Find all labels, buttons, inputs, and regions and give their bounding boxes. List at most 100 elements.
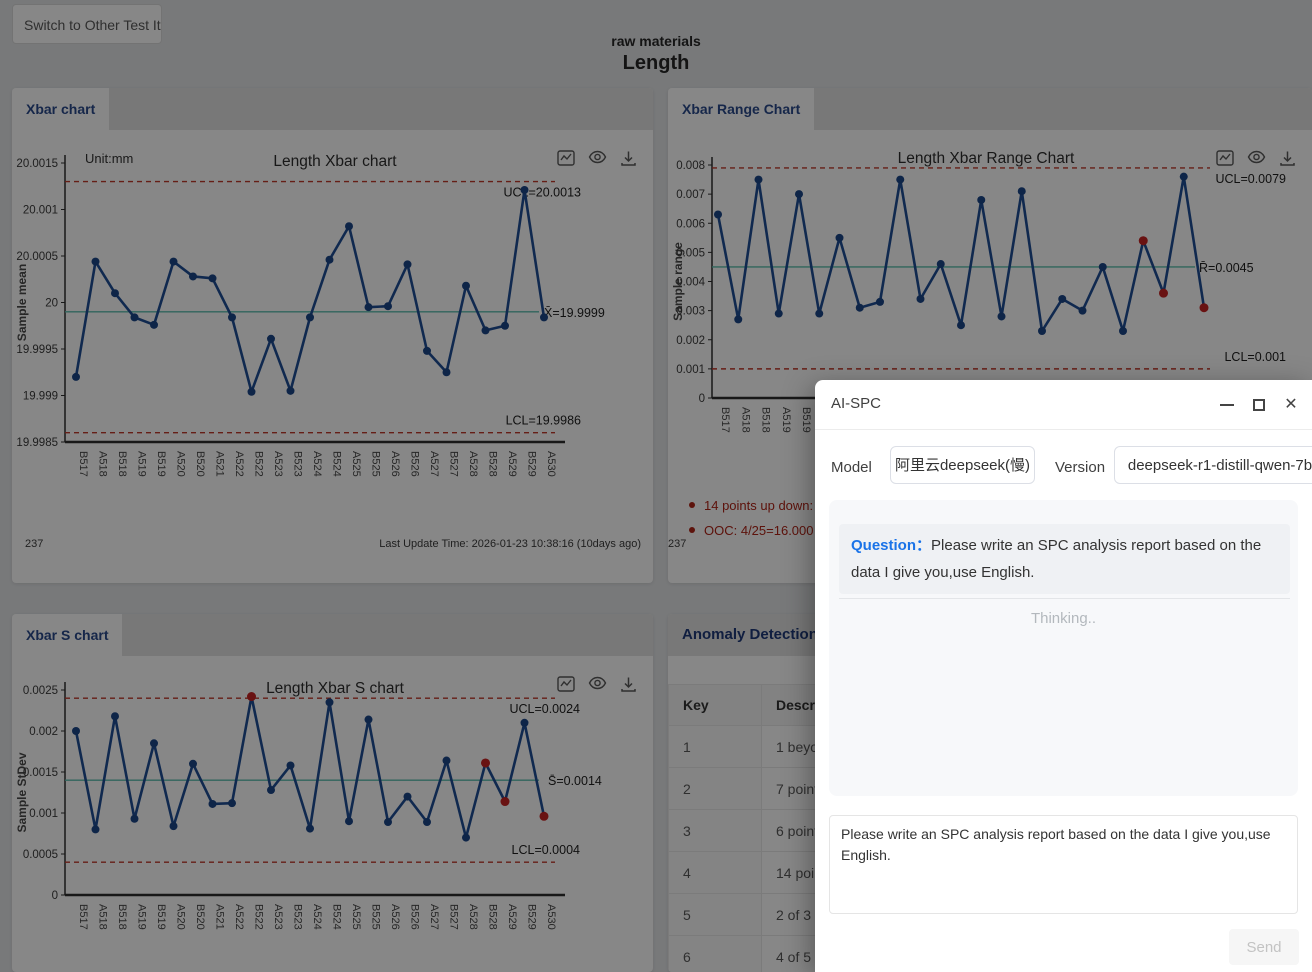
x-tick-label: A528: [467, 904, 479, 930]
data-point: [228, 313, 236, 322]
x-tick-label: A518: [97, 451, 109, 477]
question-text: Please write an SPC analysis report base…: [851, 537, 1262, 581]
y-tick-label: 19.999: [23, 391, 58, 403]
y-tick-label: 0.008: [676, 160, 705, 172]
xbar-tabbar: Xbar chart: [12, 88, 653, 130]
x-tick-label: A518: [739, 407, 751, 433]
y-tick-label: 0: [699, 393, 705, 405]
sample-count: 237: [668, 538, 687, 550]
x-tick-label: B522: [253, 451, 265, 477]
x-tick-label: A521: [214, 451, 226, 477]
data-point: [325, 698, 334, 707]
data-point: [384, 302, 392, 311]
switch-test-item-button[interactable]: Switch to Other Test Ite: [12, 4, 162, 44]
data-point: [130, 313, 139, 322]
column-header-key: Key: [668, 684, 762, 726]
out-of-control-point: [1159, 288, 1168, 298]
y-tick-label: 0.0015: [23, 767, 58, 779]
x-tick-label: A522: [233, 904, 245, 930]
x-tick-label: A523: [272, 904, 284, 930]
eye-icon[interactable]: [1247, 150, 1266, 172]
data-point: [345, 817, 353, 826]
download-icon[interactable]: [620, 150, 637, 172]
prompt-input-wrap: Please write an SPC analysis report base…: [829, 815, 1298, 914]
data-point: [364, 715, 373, 724]
data-point: [208, 274, 217, 283]
window-controls: ✕: [1219, 380, 1299, 429]
data-point: [1017, 187, 1026, 196]
data-point: [423, 346, 431, 355]
data-point: [286, 386, 295, 395]
x-tick-label: A519: [136, 451, 148, 477]
data-point: [91, 257, 100, 266]
version-label: Version: [1055, 459, 1106, 476]
data-point: [462, 281, 470, 290]
x-tick-label: B518: [116, 451, 128, 477]
data-point: [150, 320, 158, 329]
download-icon[interactable]: [1279, 150, 1296, 172]
anomaly-key-cell: 6: [668, 935, 762, 972]
data-point: [91, 825, 100, 834]
y-tick-label: 0.003: [676, 306, 705, 318]
ucl-label: UCL=0.0024: [509, 702, 580, 716]
range-footer: 237: [668, 538, 1300, 550]
x-tick-label: A527: [428, 904, 440, 930]
ooc-alerts: 14 points up down: OOC: 4/25=16.000: [689, 498, 814, 548]
y-tick-label: 19.9985: [16, 437, 58, 449]
x-tick-label: A521: [214, 904, 226, 930]
chart-title: Length Xbar S chart: [266, 680, 405, 697]
send-button[interactable]: Send: [1229, 929, 1299, 965]
data-point: [481, 326, 490, 335]
xbar-chart: Length Xbar chart Unit:mm Sample mean 19.99…: [15, 151, 605, 477]
x-tick-label: B523: [292, 904, 304, 930]
eye-icon[interactable]: [588, 150, 607, 172]
x-tick-label: B517: [719, 407, 731, 433]
model-select[interactable]: 阿里云deepseek(慢): [890, 446, 1035, 484]
x-tick-label: B517: [77, 904, 89, 930]
out-of-control-point: [1199, 303, 1209, 313]
unit-label: Unit:mm: [85, 151, 133, 166]
data-point: [364, 303, 373, 312]
data-point: [835, 233, 844, 242]
data-point: [714, 210, 722, 219]
minimize-icon[interactable]: [1219, 397, 1235, 413]
download-icon[interactable]: [620, 676, 637, 698]
x-tick-label: A520: [175, 904, 187, 930]
tab-xbar-chart[interactable]: Xbar chart: [12, 88, 110, 130]
data-point: [169, 822, 178, 831]
y-tick-label: 20.0005: [16, 251, 58, 263]
anomaly-key-cell: 2: [668, 767, 762, 810]
tab-xbar-s-chart[interactable]: Xbar S chart: [12, 614, 123, 656]
x-tick-label: A530: [545, 904, 557, 930]
x-tick-label: B527: [448, 451, 460, 477]
line-chart-icon[interactable]: [557, 676, 575, 698]
data-point: [1179, 172, 1188, 181]
data-point: [247, 387, 256, 396]
x-tick-label: B527: [448, 904, 460, 930]
y-tick-label: 0.007: [676, 189, 705, 201]
tab-xbar-range-chart[interactable]: Xbar Range Chart: [668, 88, 815, 130]
prompt-input[interactable]: Please write an SPC analysis report base…: [829, 815, 1298, 914]
data-point: [520, 718, 529, 727]
lcl-label: LCL=19.9986: [506, 414, 581, 428]
eye-icon[interactable]: [588, 676, 607, 698]
x-tick-label: B518: [760, 407, 772, 433]
data-point: [936, 260, 945, 269]
line-chart-icon[interactable]: [1216, 150, 1234, 172]
maximize-icon[interactable]: [1251, 397, 1267, 413]
close-icon[interactable]: ✕: [1284, 395, 1298, 413]
x-tick-label: A525: [350, 451, 362, 477]
x-tick-label: B522: [253, 904, 265, 930]
data-point: [876, 297, 884, 306]
x-tick-label: B519: [155, 451, 167, 477]
line-chart-icon[interactable]: [557, 150, 575, 172]
last-update-time: Last Update Time: 2026-01-23 10:38:16 (1…: [379, 538, 641, 550]
s-tabbar: Xbar S chart: [12, 614, 653, 656]
x-tick-label: B525: [370, 451, 382, 477]
data-point: [72, 372, 80, 381]
data-point: [306, 313, 314, 322]
data-point: [267, 334, 275, 343]
chart-toolbar: [1216, 150, 1296, 172]
version-select[interactable]: deepseek-r1-distill-qwen-7b: [1114, 446, 1312, 484]
data-point: [384, 818, 392, 827]
